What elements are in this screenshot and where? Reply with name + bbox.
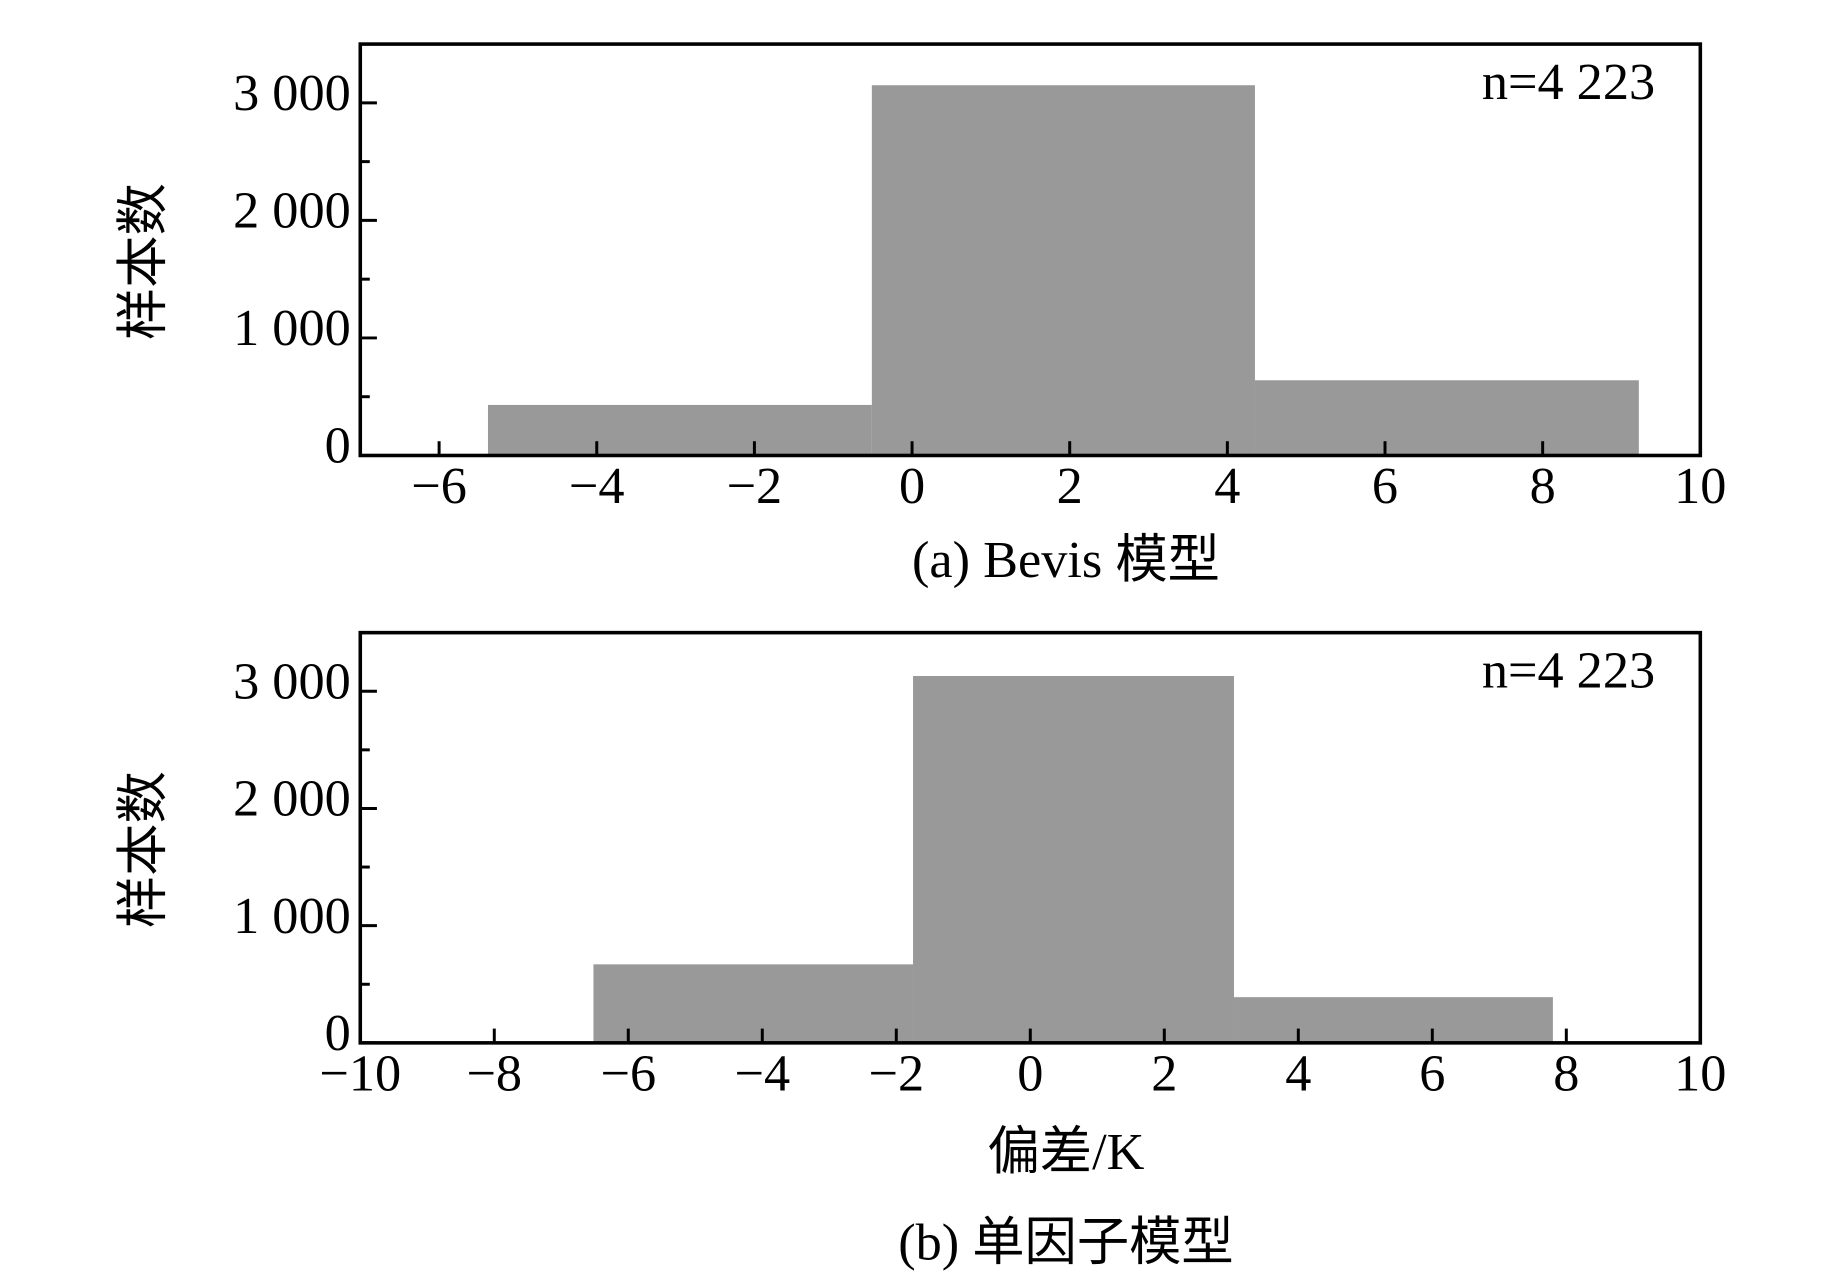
y-tick-label: 2 000 <box>233 182 351 240</box>
caption: (b) 单因子模型 <box>898 1213 1234 1271</box>
bar <box>1233 997 1553 1043</box>
y-tick-label: 0 <box>325 1004 351 1062</box>
x-tick-label: −2 <box>868 1045 924 1103</box>
plot-frame <box>358 42 1703 458</box>
bar <box>593 964 914 1043</box>
y-tick-label: 1 000 <box>233 299 351 357</box>
caption: (a) Bevis 模型 <box>912 531 1220 589</box>
x-tick-label: 4 <box>1285 1045 1311 1103</box>
y-axis-label: 样本数 <box>115 771 173 928</box>
x-tick-label: 10 <box>1674 1045 1726 1103</box>
x-tick-label: 8 <box>1530 457 1556 515</box>
y-tick-label: 3 000 <box>233 64 351 122</box>
x-tick-label: 8 <box>1553 1045 1579 1103</box>
x-tick-label: −6 <box>411 457 467 515</box>
annotation: n=4 223 <box>1482 53 1655 111</box>
bar <box>487 404 872 456</box>
bar <box>1254 380 1639 456</box>
x-tick-label: 6 <box>1372 457 1398 515</box>
x-tick-label: −8 <box>466 1045 522 1103</box>
x-tick-label: 10 <box>1674 457 1726 515</box>
bar <box>913 676 1234 1043</box>
x-tick-label: 2 <box>1151 1045 1177 1103</box>
x-tick-label: 6 <box>1419 1045 1445 1103</box>
x-axis-label: 偏差/K <box>988 1123 1145 1181</box>
x-tick-label: 0 <box>899 457 925 515</box>
y-axis-label: 样本数 <box>115 183 173 340</box>
y-tick-label: 0 <box>325 417 351 475</box>
x-tick-label: −2 <box>727 457 783 515</box>
y-tick-label: 1 000 <box>233 887 351 945</box>
x-tick-label: −6 <box>600 1045 656 1103</box>
x-tick-label: −4 <box>569 457 625 515</box>
bar <box>871 85 1255 456</box>
annotation: n=4 223 <box>1482 641 1655 699</box>
x-tick-label: 4 <box>1214 457 1240 515</box>
x-tick-label: −4 <box>734 1045 790 1103</box>
y-tick-label: 2 000 <box>233 770 351 828</box>
x-tick-label: −10 <box>319 1045 401 1103</box>
x-tick-label: 2 <box>1057 457 1083 515</box>
y-tick-label: 3 000 <box>233 652 351 710</box>
x-tick-label: 0 <box>1017 1045 1043 1103</box>
